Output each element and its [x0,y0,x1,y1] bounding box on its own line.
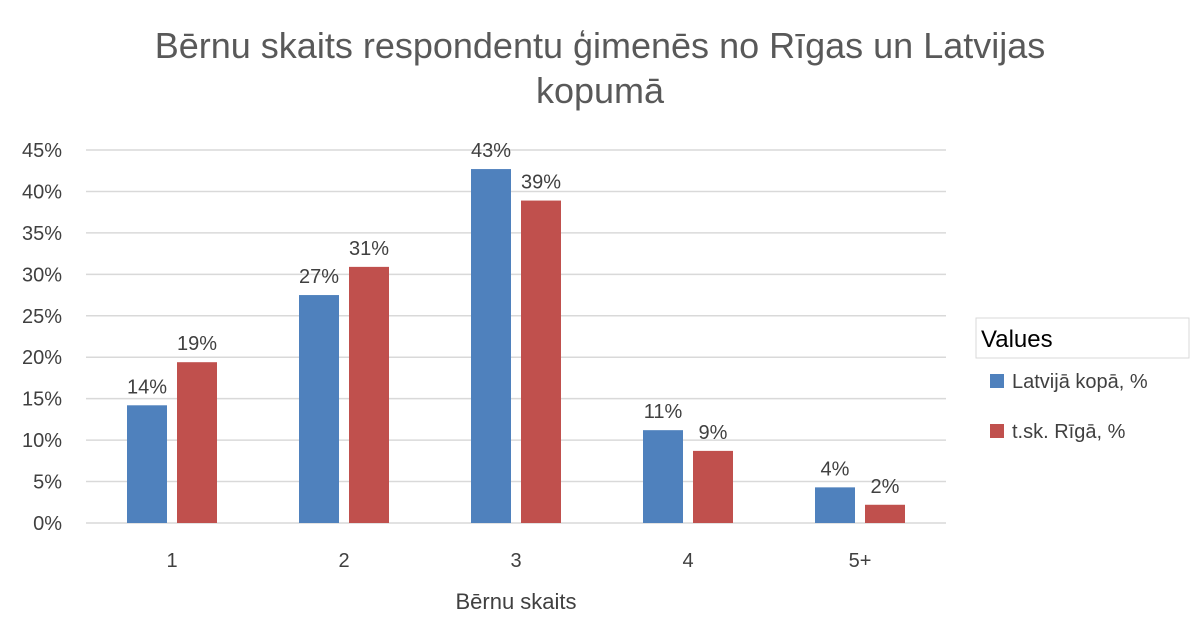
y-tick-label: 15% [22,389,62,411]
chart-title-line-1: Bērnu skaits respondentu ģimenēs no Rīga… [155,25,1046,66]
y-tick-label: 10% [22,430,62,452]
data-label: 4% [821,458,850,480]
bar-latvija [643,430,683,523]
bar-riga [349,266,389,523]
data-label: 14% [127,376,167,398]
data-label: 43% [471,140,511,162]
legend-swatch-latvija [990,374,1004,388]
data-label: 31% [349,238,389,260]
legend: Values Latvijā kopā, % t.sk. Rīgā, % [975,317,1190,443]
data-label: 2% [871,476,900,498]
bar-latvija [815,487,855,523]
data-label: 9% [699,422,728,444]
y-tick-label: 40% [22,181,62,203]
bar-latvija [127,405,167,523]
legend-label-riga: t.sk. Rīgā, % [1012,421,1126,443]
data-label: 27% [299,266,339,288]
data-label: 39% [521,172,561,194]
legend-title-box [975,317,1190,359]
bar-riga [693,450,733,523]
legend-swatch-riga [990,424,1004,438]
y-tick-label: 5% [33,472,62,494]
data-label: 19% [177,333,217,355]
y-tick-label: 45% [22,140,62,162]
data-label: 11% [644,401,683,423]
x-axis-label: Bērnu skaits [455,589,576,614]
y-tick-label: 25% [22,306,62,328]
x-tick-label: 3 [510,550,521,572]
y-tick-label: 35% [22,223,62,245]
bar-riga [177,362,217,523]
legend-label-latvija: Latvijā kopā, % [1012,371,1148,393]
bar-latvija [471,169,511,523]
y-tick-label: 20% [22,347,62,369]
bar-latvija [299,295,339,523]
y-tick-label: 30% [22,264,62,286]
bar-riga [865,504,905,523]
x-tick-label: 4 [682,550,693,572]
y-tick-label: 0% [33,513,62,535]
x-tick-label: 2 [338,550,349,572]
bar-riga [521,200,561,523]
legend-title: Values [981,326,1053,353]
x-tick-label: 1 [166,550,177,572]
x-tick-label: 5+ [849,550,872,572]
chart-title-line-2: kopumā [536,70,665,111]
